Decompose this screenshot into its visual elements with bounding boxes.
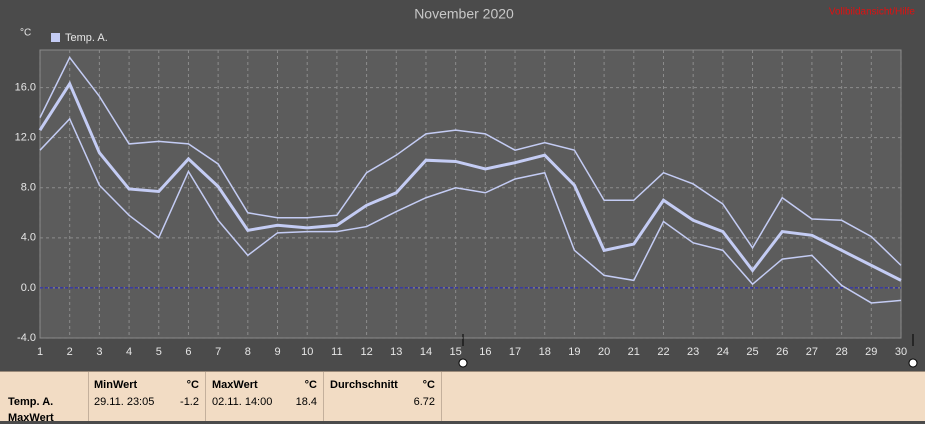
column-title: Durchschnitt xyxy=(330,379,398,391)
x-tick-label: 1 xyxy=(37,346,43,358)
y-tick-label: 8.0 xyxy=(21,182,36,194)
chart-title: November 2020 xyxy=(414,6,514,22)
x-tick-label: 18 xyxy=(539,346,551,358)
x-tick-label: 27 xyxy=(806,346,818,358)
cursor-marker[interactable] xyxy=(458,358,468,368)
column-time: 02.11. 14:00 xyxy=(212,396,273,408)
summary-cell: MaxWert °C 02.11. 14:00 18.4 xyxy=(206,372,324,421)
x-tick-label: 4 xyxy=(126,346,132,358)
column-unit: °C xyxy=(304,379,317,391)
series-line xyxy=(39,56,902,266)
summary-cell: Durchschnitt °C 6.72 xyxy=(324,372,442,421)
x-tick-label: 28 xyxy=(835,346,847,358)
x-tick-label: 17 xyxy=(509,346,521,358)
column-unit: °C xyxy=(186,379,199,391)
x-tick-label: 6 xyxy=(185,346,191,358)
cursor-marker[interactable] xyxy=(908,358,918,368)
summary-cell: MinWert °C 29.11. 23:05 -1.2 xyxy=(88,372,206,421)
x-tick-label: 9 xyxy=(274,346,280,358)
x-tick-label: 29 xyxy=(865,346,877,358)
x-tick-label: 16 xyxy=(479,346,491,358)
y-tick-label: 0.0 xyxy=(21,282,36,294)
y-tick-label: 12.0 xyxy=(15,132,36,144)
x-tick-label: 30 xyxy=(895,346,907,358)
series-line xyxy=(39,117,902,304)
column-time: 29.11. 23:05 xyxy=(94,396,155,408)
x-tick-label: 20 xyxy=(598,346,610,358)
help-link[interactable]: Vollbildansicht/Hilfe xyxy=(829,7,916,18)
legend-swatch xyxy=(51,33,60,42)
x-tick-label: 5 xyxy=(156,346,162,358)
summary-table: Temp. A. MaxWert MinWert °C 29.11. 23:05 -1… xyxy=(0,371,925,424)
row-label-cell: Temp. A. MaxWert xyxy=(0,372,89,424)
x-tick-label: 19 xyxy=(568,346,580,358)
row-label: MaxWert xyxy=(8,412,54,424)
x-tick-label: 15 xyxy=(450,346,462,358)
x-tick-label: 7 xyxy=(215,346,221,358)
x-tick-label: 3 xyxy=(96,346,102,358)
column-value: 18.4 xyxy=(295,396,317,408)
x-tick-label: 26 xyxy=(776,346,788,358)
column-title: MaxWert xyxy=(212,379,258,391)
column-value: -1.2 xyxy=(180,396,199,408)
column-title: MinWert xyxy=(94,379,138,391)
x-tick-label: 10 xyxy=(301,346,313,358)
column-value: 6.72 xyxy=(413,396,435,408)
column-unit: °C xyxy=(422,379,435,391)
x-tick-label: 24 xyxy=(717,346,729,358)
legend-label: Temp. A. xyxy=(65,32,108,44)
chart: November 2020 Vollbildansicht/Hilfe °C -… xyxy=(15,6,918,368)
y-tick-label: 16.0 xyxy=(15,81,36,93)
row-label: Temp. A. xyxy=(8,396,54,408)
y-unit: °C xyxy=(20,28,31,39)
series-line xyxy=(38,80,902,282)
x-tick-label: 13 xyxy=(390,346,402,358)
y-tick-label: -4.0 xyxy=(17,332,36,344)
y-tick-label: 4.0 xyxy=(21,232,36,244)
x-tick-label: 11 xyxy=(331,346,342,358)
x-tick-label: 25 xyxy=(746,346,758,358)
x-tick-label: 23 xyxy=(687,346,699,358)
x-tick-label: 21 xyxy=(628,346,640,358)
x-tick-label: 8 xyxy=(245,346,251,358)
x-tick-label: 2 xyxy=(67,346,73,358)
plot-area xyxy=(39,49,902,339)
x-tick-label: 14 xyxy=(420,346,432,358)
x-tick-label: 12 xyxy=(360,346,372,358)
x-tick-label: 22 xyxy=(657,346,669,358)
